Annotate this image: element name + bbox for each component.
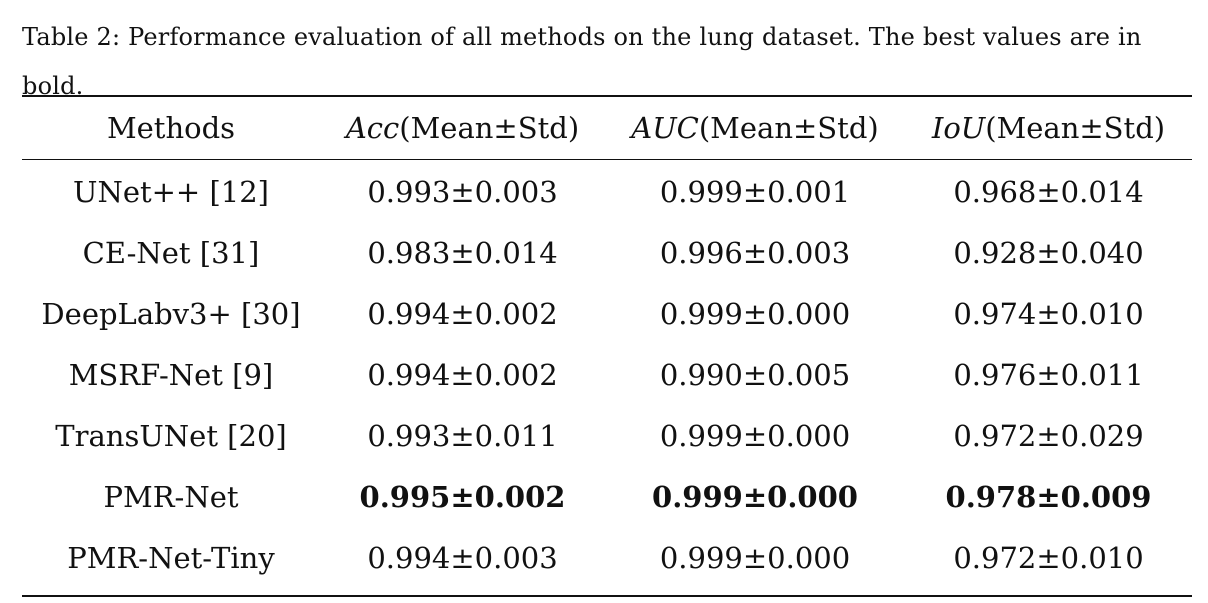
cell-iou: 0.976±0.011 [953, 358, 1144, 392]
cell-auc: 0.990±0.005 [659, 358, 851, 392]
cell-auc: 0.999±0.000 [659, 297, 851, 331]
cell-iou: 0.968±0.014 [953, 175, 1144, 209]
cell-acc: 0.994±0.002 [367, 358, 558, 392]
cell-iou: 0.972±0.029 [953, 419, 1144, 453]
table-header-row: Methods Acc(Mean±Std) AUC(Mean±Std) IoU(… [22, 96, 1192, 160]
results-table-container: Methods Acc(Mean±Std) AUC(Mean±Std) IoU(… [22, 95, 1192, 597]
table-row: MSRF-Net [9] 0.994±0.002 0.990±0.005 0.9… [22, 345, 1192, 406]
cell-acc: 0.993±0.003 [367, 175, 558, 209]
header-auc: AUC(Mean±Std) [605, 96, 905, 160]
cell-acc: 0.993±0.011 [367, 419, 558, 453]
cell-auc: 0.999±0.000 [652, 480, 858, 514]
cell-method: CE-Net [31] [82, 236, 260, 270]
cell-method: UNet++ [12] [73, 175, 269, 209]
cell-auc: 0.999±0.000 [659, 419, 851, 453]
header-iou-symbol: IoU [931, 111, 986, 145]
table-row: PMR-Net-Tiny 0.994±0.003 0.999±0.000 0.9… [22, 528, 1192, 596]
cell-method: DeepLabv3+ [30] [41, 297, 301, 331]
results-table: Methods Acc(Mean±Std) AUC(Mean±Std) IoU(… [22, 95, 1192, 597]
table-row: PMR-Net 0.995±0.002 0.999±0.000 0.978±0.… [22, 467, 1192, 528]
header-iou-suffix: (Mean±Std) [985, 111, 1166, 145]
cell-iou: 0.974±0.010 [953, 297, 1144, 331]
table-row: UNet++ [12] 0.993±0.003 0.999±0.001 0.96… [22, 160, 1192, 224]
header-methods-label: Methods [106, 111, 236, 145]
cell-method: MSRF-Net [9] [68, 358, 274, 392]
table-caption: Table 2: Performance evaluation of all m… [22, 23, 1142, 100]
cell-auc: 0.999±0.000 [659, 541, 851, 575]
header-acc-suffix: (Mean±Std) [399, 111, 580, 145]
cell-method: TransUNet [20] [55, 419, 287, 453]
cell-auc: 0.999±0.001 [659, 175, 851, 209]
cell-iou: 0.972±0.010 [953, 541, 1144, 575]
cell-iou: 0.978±0.009 [945, 480, 1152, 514]
cell-method: PMR-Net-Tiny [67, 541, 275, 575]
cell-acc: 0.994±0.003 [367, 541, 558, 575]
cell-method: PMR-Net [103, 480, 239, 514]
header-auc-suffix: (Mean±Std) [698, 111, 879, 145]
header-auc-symbol: AUC [631, 111, 699, 145]
cell-acc: 0.983±0.014 [367, 236, 558, 270]
cell-acc: 0.995±0.002 [359, 480, 566, 514]
table-row: DeepLabv3+ [30] 0.994±0.002 0.999±0.000 … [22, 284, 1192, 345]
table-row: CE-Net [31] 0.983±0.014 0.996±0.003 0.92… [22, 223, 1192, 284]
cell-auc: 0.996±0.003 [659, 236, 851, 270]
cell-acc: 0.994±0.002 [367, 297, 558, 331]
cell-iou: 0.928±0.040 [953, 236, 1144, 270]
header-methods: Methods [22, 96, 320, 160]
table-row: TransUNet [20] 0.993±0.011 0.999±0.000 0… [22, 406, 1192, 467]
header-acc-symbol: Acc [345, 111, 400, 145]
header-iou: IoU(Mean±Std) [905, 96, 1192, 160]
header-acc: Acc(Mean±Std) [320, 96, 605, 160]
